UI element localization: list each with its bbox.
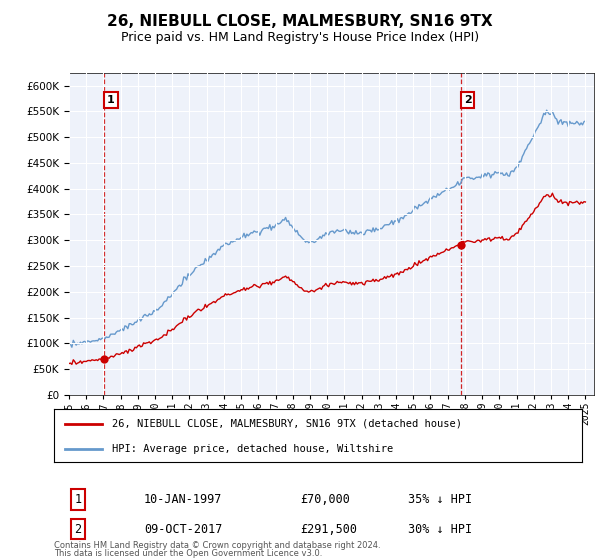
Text: 30% ↓ HPI: 30% ↓ HPI (408, 522, 472, 536)
Text: 1: 1 (74, 493, 82, 506)
Text: HPI: Average price, detached house, Wiltshire: HPI: Average price, detached house, Wilt… (112, 444, 394, 454)
Text: 2: 2 (464, 95, 472, 105)
Text: 10-JAN-1997: 10-JAN-1997 (144, 493, 223, 506)
Text: 09-OCT-2017: 09-OCT-2017 (144, 522, 223, 536)
Text: 26, NIEBULL CLOSE, MALMESBURY, SN16 9TX (detached house): 26, NIEBULL CLOSE, MALMESBURY, SN16 9TX … (112, 419, 462, 429)
Text: 1: 1 (107, 95, 115, 105)
Text: £70,000: £70,000 (300, 493, 350, 506)
Text: This data is licensed under the Open Government Licence v3.0.: This data is licensed under the Open Gov… (54, 549, 322, 558)
Text: 35% ↓ HPI: 35% ↓ HPI (408, 493, 472, 506)
Text: Price paid vs. HM Land Registry's House Price Index (HPI): Price paid vs. HM Land Registry's House … (121, 31, 479, 44)
Text: £291,500: £291,500 (300, 522, 357, 536)
Text: 2: 2 (74, 522, 82, 536)
Text: 26, NIEBULL CLOSE, MALMESBURY, SN16 9TX: 26, NIEBULL CLOSE, MALMESBURY, SN16 9TX (107, 14, 493, 29)
Text: Contains HM Land Registry data © Crown copyright and database right 2024.: Contains HM Land Registry data © Crown c… (54, 541, 380, 550)
